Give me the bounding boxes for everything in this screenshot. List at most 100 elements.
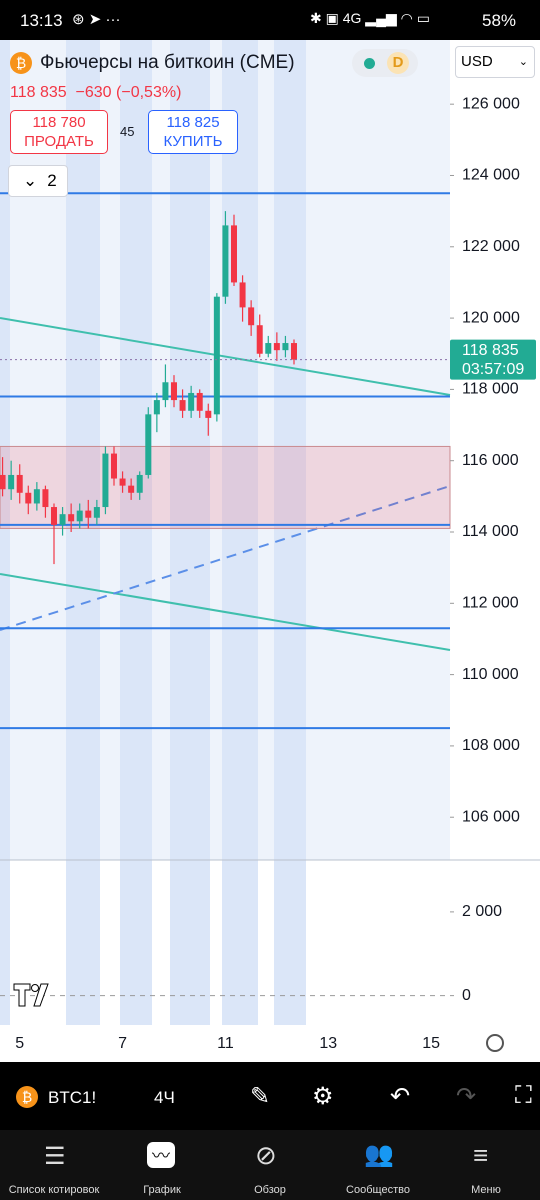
clock: 13:13	[20, 11, 63, 30]
header: ₿ Фьючерсы на биткоин (CME) D 118 835 −6…	[0, 40, 450, 197]
trend-line	[0, 317, 451, 396]
candle-body	[85, 510, 92, 518]
symbol-title: Фьючерсы на биткоин (CME)	[40, 52, 295, 73]
y-tick-label: 120 000	[462, 309, 520, 326]
indicator-count: 2	[47, 171, 57, 190]
candle-body	[273, 343, 280, 351]
status-bar: 13:13 ⊛ ➤ ··· ✱ ▣ 4G ▂▄▆ ◠ ▭ 58%	[0, 0, 540, 40]
toolbar: ₿ BTC1! 4Ч ✎ ⚙ ↶ ↷ ⛶	[0, 1062, 540, 1130]
candle-body	[239, 282, 246, 308]
x-tick-label: 11	[217, 1035, 234, 1052]
trend-line-dashed	[0, 485, 451, 631]
nav-icon: 〰	[147, 1142, 175, 1168]
price-tag-box	[450, 339, 536, 380]
indicators-toggle[interactable]: ⌄ 2	[8, 165, 68, 197]
nav-icon: ⊘	[255, 1140, 277, 1170]
x-tick-label: 5	[15, 1035, 24, 1052]
y-tick-label: 122 000	[462, 238, 520, 255]
candle-body	[248, 307, 255, 326]
candle-body	[213, 296, 220, 415]
candle-body	[76, 510, 83, 522]
candle-body	[16, 474, 23, 493]
candle-body	[51, 507, 57, 525]
candle-body	[33, 489, 40, 504]
candle-body	[119, 478, 126, 486]
sell-label: ПРОДАТЬ	[24, 133, 94, 150]
status-pill[interactable]: D	[352, 49, 418, 77]
candle-body	[102, 453, 109, 508]
candle-body	[42, 489, 49, 508]
toolbar-interval[interactable]: 4Ч	[154, 1088, 175, 1107]
redo[interactable]: ↷	[456, 1083, 477, 1110]
nav-label[interactable]: Сообщество	[346, 1184, 410, 1196]
price-tag-label: 118 835	[462, 342, 519, 359]
candle-body	[256, 325, 263, 354]
battery: 58%	[482, 11, 517, 30]
candle-body	[136, 474, 143, 493]
nav-label[interactable]: Обзор	[254, 1184, 286, 1196]
toolbar-symbol[interactable]: BTC1!	[48, 1088, 97, 1107]
candle-body	[68, 514, 75, 522]
candle-body	[59, 514, 66, 525]
candle-body	[153, 400, 160, 415]
draw-tool[interactable]: ✎	[250, 1083, 271, 1110]
y-tick-label: 116 000	[462, 452, 519, 469]
delay-badge: D	[387, 52, 409, 74]
y-tick-label: 126 000	[462, 95, 520, 112]
candle-body	[291, 343, 297, 360]
status-icons: ⊛ ➤ ···	[72, 11, 121, 28]
settings-tool[interactable]: ⚙	[312, 1083, 334, 1110]
candle-body	[128, 485, 135, 493]
trend-line	[0, 573, 451, 651]
buy-price: 118 825	[166, 114, 220, 131]
nav-label[interactable]: Меню	[471, 1184, 501, 1196]
y2-tick-label: 2 000	[462, 903, 502, 920]
tv-logo	[13, 983, 49, 1007]
candle-body	[282, 343, 289, 351]
candle-body	[8, 474, 15, 490]
candle-body	[265, 343, 272, 354]
candle-body	[171, 382, 177, 401]
y-tick-label: 110 000	[462, 666, 519, 683]
x-tick-label: 13	[319, 1035, 337, 1052]
y-tick-label: 108 000	[462, 737, 520, 754]
candle-body	[25, 492, 32, 504]
nav-icon: ☰	[44, 1143, 66, 1170]
y-tick-label: 114 000	[462, 523, 519, 540]
candle-body	[179, 400, 186, 411]
candle-body	[93, 507, 100, 518]
bottom-nav: ☰ 〰 ⊘ 👥 ≡ Список котировок График Обзор Соо…	[0, 1130, 540, 1200]
nav-icon: ≡	[473, 1140, 489, 1170]
y-tick-label: 112 000	[462, 595, 519, 612]
nav-label[interactable]: Список котировок	[8, 1184, 100, 1196]
candle-body	[188, 392, 195, 411]
y-tick-label: 124 000	[462, 167, 520, 184]
session-stripes	[0, 40, 306, 1025]
candle-body	[162, 382, 169, 401]
x-tick-label: 7	[118, 1035, 127, 1052]
btc-icon: ₿	[16, 1086, 38, 1108]
nav-label[interactable]: График	[143, 1184, 181, 1196]
y2-tick-label: 0	[462, 987, 471, 1004]
settings-icon	[486, 1034, 504, 1052]
sell-button[interactable]: 118 780 ПРОДАТЬ	[10, 110, 108, 154]
candle-body	[205, 410, 212, 418]
fullscreen[interactable]: ⛶	[515, 1082, 532, 1109]
chart: 126 000 124 000 122 000 120 000 118 000 116 0…	[0, 40, 540, 1052]
x-tick-label: 15	[422, 1035, 440, 1052]
price-tag-timer: 03:57:09	[462, 361, 524, 378]
candle-body	[231, 225, 237, 283]
candle-body	[145, 414, 152, 475]
signal-icons: ✱ ▣ 4G ▂▄▆ ◠ ▭	[310, 10, 430, 26]
currency: USD	[461, 53, 493, 70]
btc-icon: ₿	[10, 52, 32, 74]
nav-icon: 👥	[364, 1141, 394, 1168]
candle-body	[196, 392, 203, 411]
currency-select[interactable]: USD ⌄	[455, 46, 535, 78]
buy-button[interactable]: 118 825 КУПИТЬ	[148, 110, 238, 154]
y-tick-label: 106 000	[462, 808, 520, 825]
spread: 45	[120, 124, 135, 139]
undo[interactable]: ↶	[390, 1083, 411, 1110]
y-tick-label: 118 000	[462, 381, 519, 398]
quote-line: 118 835 −630 (−0,53%)	[10, 84, 182, 101]
